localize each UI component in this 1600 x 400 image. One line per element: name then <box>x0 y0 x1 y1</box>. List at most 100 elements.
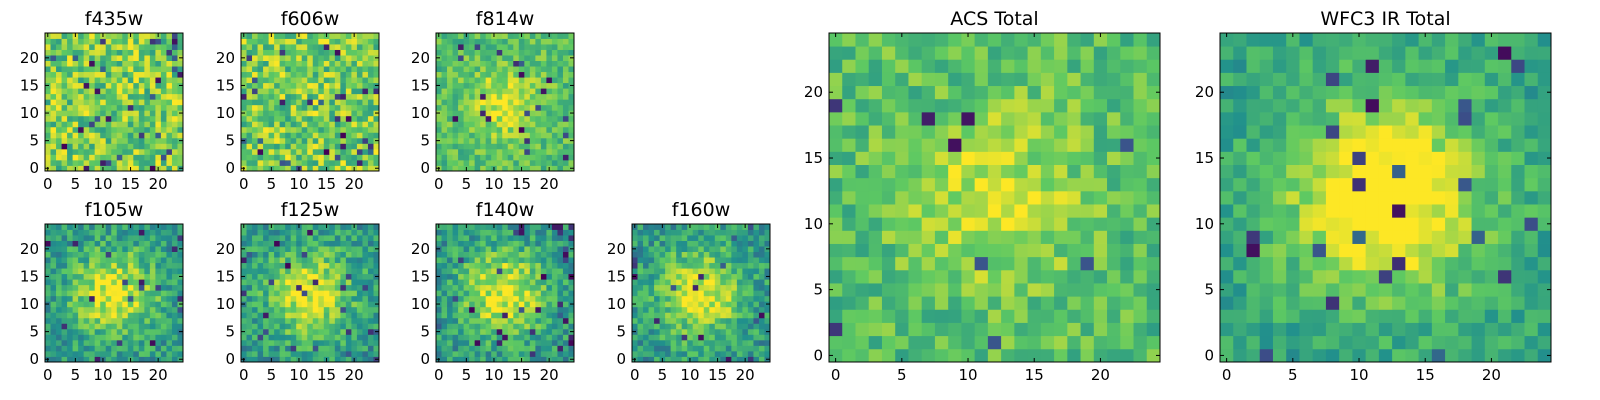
heatmap-cell <box>367 273 374 280</box>
heatmap-cell <box>507 110 514 117</box>
heatmap-cell <box>307 328 314 335</box>
heatmap-cell <box>441 82 448 89</box>
heatmap-cell <box>485 257 492 264</box>
heatmap-cell <box>758 312 765 319</box>
heatmap-cell <box>105 126 112 133</box>
heatmap-cell <box>557 295 564 302</box>
heatmap-cell <box>241 317 247 324</box>
x-tick-label: 15 <box>317 366 336 384</box>
heatmap-cell <box>452 44 459 50</box>
heatmap-cell <box>698 334 705 341</box>
heatmap-cell <box>463 273 470 280</box>
heatmap-cell <box>72 246 79 252</box>
y-tick-label: 15 <box>216 76 235 94</box>
heatmap-cell <box>367 284 374 291</box>
heatmap-cell <box>535 49 542 56</box>
heatmap-cell <box>480 290 487 297</box>
heatmap-cell <box>50 60 57 67</box>
heatmap-cell <box>252 55 258 61</box>
heatmap-cell <box>474 356 481 363</box>
x-tick-label: 15 <box>121 366 140 384</box>
heatmap-cell <box>458 44 464 50</box>
heatmap-cell <box>83 93 90 100</box>
heatmap-cell <box>356 33 363 39</box>
heatmap-cell <box>94 137 101 144</box>
heatmap-cell <box>725 339 732 346</box>
heatmap-cell <box>474 328 481 335</box>
heatmap-cell <box>367 350 374 357</box>
heatmap-cell <box>307 165 314 172</box>
heatmap-cell <box>257 350 264 357</box>
heatmap-cell <box>83 38 90 45</box>
heatmap-cell <box>447 295 453 302</box>
heatmap-cell <box>138 55 145 61</box>
heatmap-cell <box>632 268 638 275</box>
heatmap-cell <box>340 148 347 155</box>
heatmap-cell <box>111 66 118 73</box>
heatmap-cell <box>855 190 870 205</box>
heatmap-cell <box>714 240 721 247</box>
heatmap-cell <box>502 165 509 172</box>
heatmap-cell <box>670 246 677 252</box>
heatmap-cell <box>367 224 374 230</box>
heatmap-cell <box>987 190 1002 205</box>
heatmap-cell <box>307 55 314 61</box>
heatmap-cell <box>89 121 96 128</box>
heatmap-cell <box>323 104 330 111</box>
heatmap-cell <box>458 350 464 357</box>
heatmap-cell <box>177 345 184 352</box>
heatmap-cell <box>934 256 949 271</box>
heatmap-cell <box>50 235 57 241</box>
heatmap-cell <box>268 306 275 313</box>
heatmap-cell <box>507 323 514 330</box>
heatmap-cell <box>687 268 694 275</box>
heatmap-cell <box>323 154 330 161</box>
heatmap-cell <box>1146 322 1161 337</box>
heatmap-cell <box>474 339 481 346</box>
heatmap-cell <box>67 229 73 236</box>
heatmap-cell <box>637 262 644 269</box>
heatmap-cell <box>1080 230 1095 244</box>
heatmap-cell <box>345 279 352 286</box>
heatmap-cell <box>160 240 167 247</box>
heatmap-cell <box>452 77 459 84</box>
heatmap-cell <box>513 323 520 330</box>
heatmap-cell <box>296 334 303 341</box>
heatmap-cell <box>307 126 314 133</box>
heatmap-cell <box>149 49 156 56</box>
heatmap-cell <box>709 295 716 302</box>
heatmap-cell <box>301 301 308 308</box>
heatmap-cell <box>687 345 694 352</box>
heatmap-cell <box>155 82 162 89</box>
heatmap-cell <box>703 334 710 341</box>
heatmap-cell <box>144 345 151 352</box>
heatmap-cell <box>921 309 936 323</box>
heatmap-cell <box>94 104 101 111</box>
heatmap-cell <box>670 323 677 330</box>
heatmap-cell <box>648 317 655 324</box>
heatmap-cell <box>301 306 308 313</box>
heatmap-cell <box>351 273 358 280</box>
heatmap-cell <box>1001 177 1015 192</box>
heatmap-cell <box>78 165 85 172</box>
heatmap-cell <box>731 334 738 341</box>
heatmap-cell <box>263 77 269 84</box>
heatmap-cell <box>318 115 325 122</box>
heatmap-cell <box>285 44 292 50</box>
heatmap-cell <box>171 262 178 269</box>
heatmap-cell <box>703 273 710 280</box>
heatmap-cell <box>329 262 336 269</box>
heatmap-cell <box>1067 177 1081 192</box>
heatmap-cell <box>507 301 514 308</box>
heatmap-cell <box>474 334 481 341</box>
heatmap-cell <box>557 88 564 95</box>
heatmap-cell <box>144 55 151 61</box>
heatmap-cell <box>133 323 140 330</box>
heatmap-cell <box>318 240 325 247</box>
heatmap-cell <box>562 126 569 133</box>
heatmap-cell <box>177 38 184 45</box>
heatmap-cell <box>518 132 525 139</box>
heatmap-cell <box>138 350 145 357</box>
heatmap-cell <box>725 279 732 286</box>
heatmap-cell <box>160 339 167 346</box>
